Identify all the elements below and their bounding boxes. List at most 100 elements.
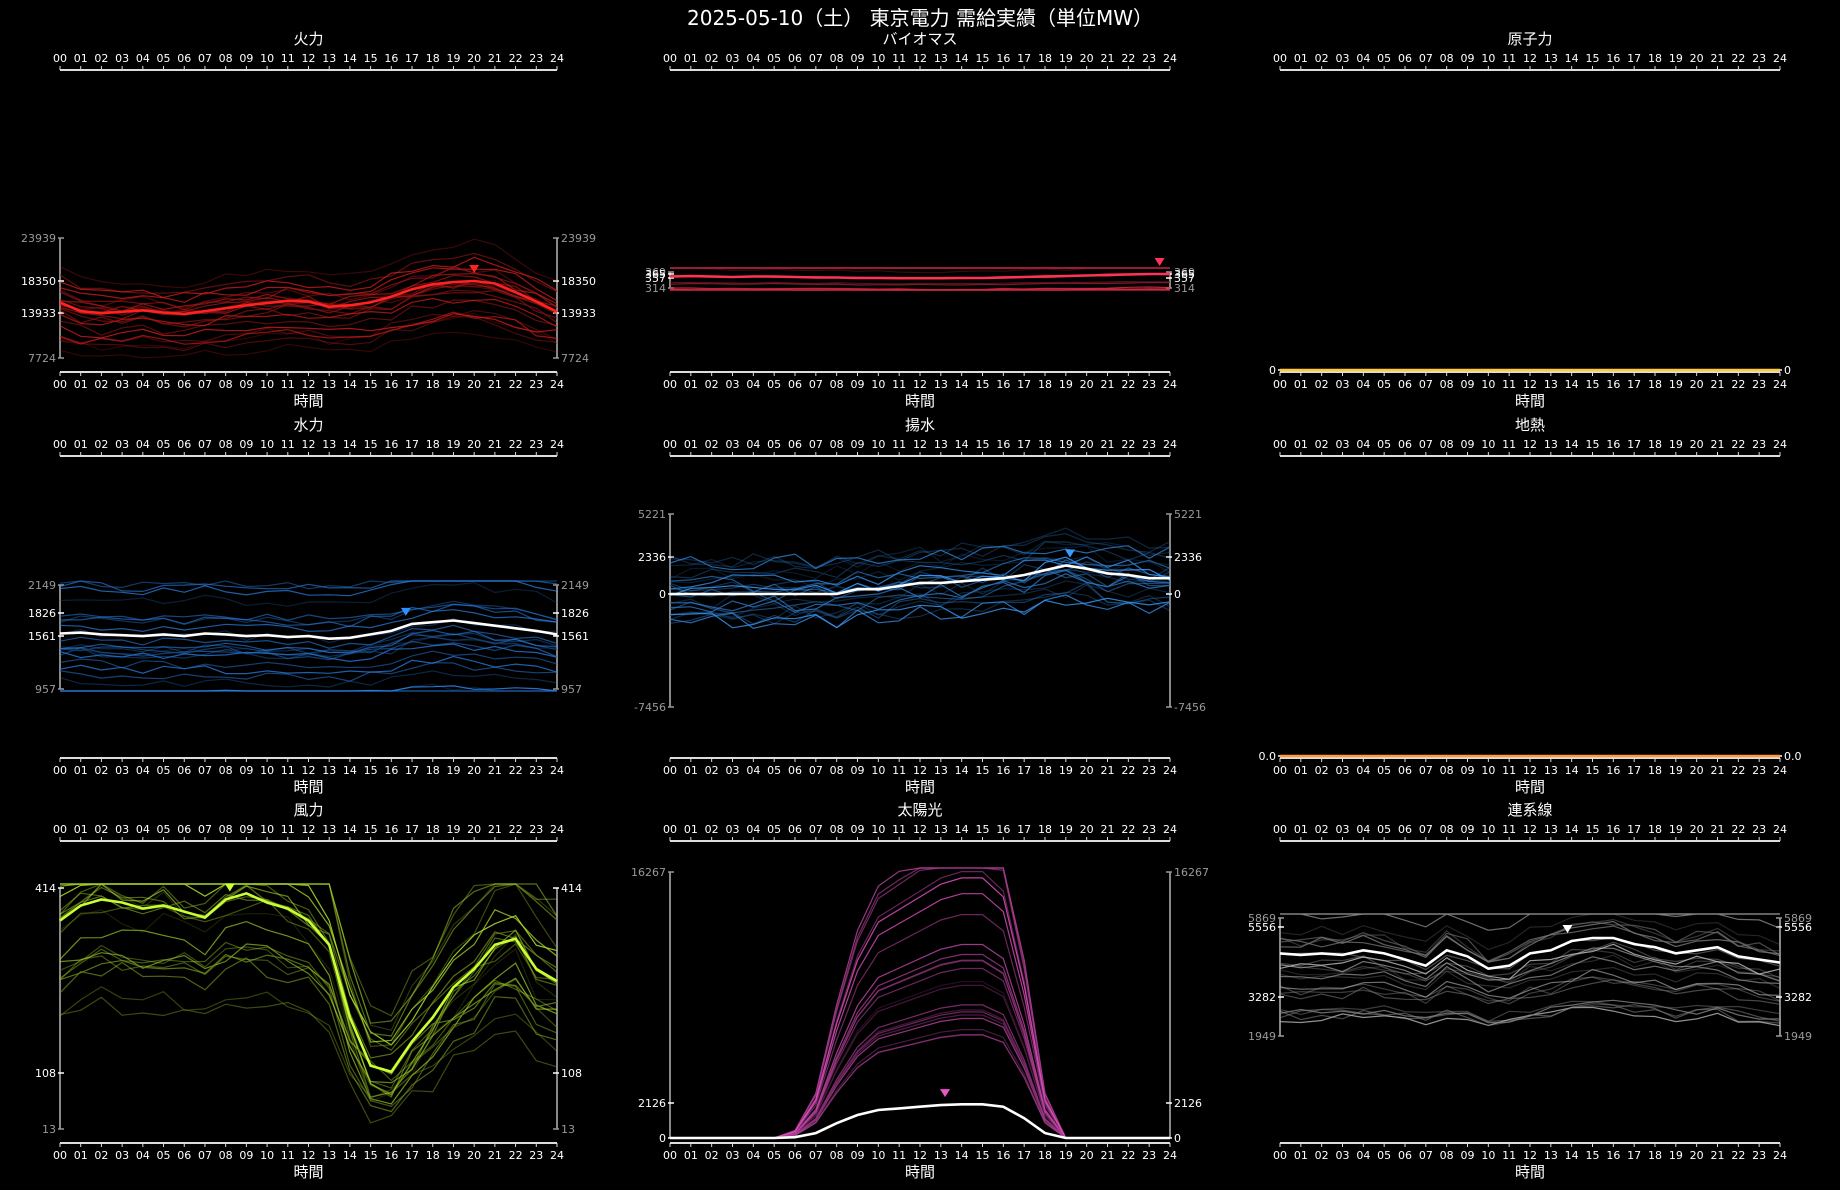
bottom-hour-label: 09 [239,378,253,391]
bottom-hour-label: 01 [74,764,88,777]
top-hour-label: 10 [1481,823,1495,836]
bottom-hour-label: 01 [684,1149,698,1162]
top-hour-label: 14 [955,823,969,836]
top-hour-label: 15 [364,52,378,65]
top-hour-label: 21 [1101,438,1115,451]
top-hour-label: 19 [1669,438,1683,451]
bottom-hour-label: 13 [934,1149,948,1162]
history-series-line [1279,918,1781,962]
top-hour-label: 09 [239,823,253,836]
top-hour-label: 03 [115,438,129,451]
history-series-line [1279,968,1781,999]
top-hour-label: 23 [529,438,543,451]
top-hour-label: 21 [488,438,502,451]
bottom-hour-label: 09 [1461,1149,1475,1162]
bottom-hour-label: 12 [1523,764,1537,777]
panel-3: 水力 00 00 01 01 02 02 03 03 04 04 05 05 06 06 07 07 08 08 09… [28,416,589,796]
panel-6: 風力 00 00 01 01 02 02 03 03 04 04 05 05 06 06 07 07 08 08 09… [35,801,582,1181]
main-title: 2025-05-10（土） 東京電力 需給実績（単位MW） [687,6,1153,30]
top-hour-label: 01 [684,823,698,836]
top-hour-label: 06 [788,823,802,836]
bottom-hour-label: 01 [1294,378,1308,391]
bottom-hour-label: 20 [467,378,481,391]
y-tick-label-left: 3282 [1248,991,1276,1004]
panel-5: 地熱 00 00 01 01 02 02 03 03 04 04 05 05 06 06 07 07 08 08 09… [1259,416,1802,796]
y-tick-label-right: 314 [1174,282,1195,295]
bottom-hour-label: 20 [1080,1149,1094,1162]
top-hour-label: 13 [934,52,948,65]
history-series-line [59,670,558,688]
top-hour-label: 09 [851,823,865,836]
top-hour-label: 23 [1142,52,1156,65]
top-hour-label: 18 [1648,438,1662,451]
top-hour-label: 02 [1315,52,1329,65]
bottom-hour-label: 15 [364,764,378,777]
top-hour-label: 12 [1523,438,1537,451]
bottom-hour-label: 12 [913,1149,927,1162]
history-series-line [1279,921,1781,963]
bottom-hour-label: 11 [892,1149,906,1162]
top-hour-label: 02 [1315,438,1329,451]
y-tick-label-left: 957 [35,683,56,696]
history-series-line [59,920,558,1105]
history-series-line [1279,920,1781,963]
bottom-hour-label: 12 [1523,378,1537,391]
bottom-hour-label: 19 [446,764,460,777]
bottom-hour-label: 21 [1711,764,1725,777]
history-series-line [1279,925,1781,962]
bottom-hour-label: 21 [488,764,502,777]
history-series-line [59,279,558,316]
bottom-hour-label: 19 [1059,1149,1073,1162]
top-hour-label: 11 [281,438,295,451]
top-hour-label: 18 [426,52,440,65]
top-hour-label: 05 [1377,438,1391,451]
bottom-hour-label: 03 [115,378,129,391]
bottom-hour-label: 10 [871,1149,885,1162]
bottom-hour-label: 18 [1038,1149,1052,1162]
bottom-hour-label: 14 [1565,378,1579,391]
history-series-line [1279,976,1781,1005]
y-tick-label-left: 1826 [28,607,56,620]
top-hour-label: 19 [446,52,460,65]
top-hour-label: 06 [788,438,802,451]
history-series-line [59,996,558,1124]
bottom-hour-label: 11 [281,1149,295,1162]
top-hour-label: 23 [1752,823,1766,836]
top-hour-label: 13 [1544,52,1558,65]
top-hour-label: 15 [976,823,990,836]
y-tick-label-left: 0 [659,588,666,601]
top-hour-label: 10 [260,823,274,836]
bottom-hour-label: 02 [705,764,719,777]
history-series-line [59,256,558,299]
bottom-hour-label: 03 [115,1149,129,1162]
top-hour-label: 18 [1038,438,1052,451]
top-hour-label: 07 [809,823,823,836]
bottom-hour-label: 00 [1273,764,1287,777]
bottom-hour-label: 12 [913,764,927,777]
bottom-hour-label: 22 [1731,1149,1745,1162]
panel-title: 連系線 [1507,801,1552,819]
top-hour-label: 16 [1606,438,1620,451]
bottom-hour-label: 12 [302,1149,316,1162]
top-hour-label: 17 [405,52,419,65]
top-hour-label: 13 [1544,438,1558,451]
bottom-hour-label: 17 [1017,1149,1031,1162]
bottom-hour-label: 02 [705,1149,719,1162]
bottom-hour-label: 14 [343,378,357,391]
panel-title: バイオマス [882,30,957,48]
top-hour-label: 19 [1669,52,1683,65]
bottom-hour-label: 20 [1080,378,1094,391]
bottom-hour-label: 15 [976,1149,990,1162]
x-axis-label: 時間 [293,392,323,410]
history-series-line [670,877,1170,1139]
top-hour-label: 00 [53,52,67,65]
bottom-hour-label: 14 [1565,1149,1579,1162]
top-hour-label: 16 [384,823,398,836]
top-hour-label: 15 [1586,438,1600,451]
x-axis-label: 時間 [1515,392,1545,410]
history-series-line [59,662,558,682]
bottom-hour-label: 12 [302,378,316,391]
panel-title: 地熱 [1515,416,1545,434]
top-hour-label: 08 [1440,823,1454,836]
